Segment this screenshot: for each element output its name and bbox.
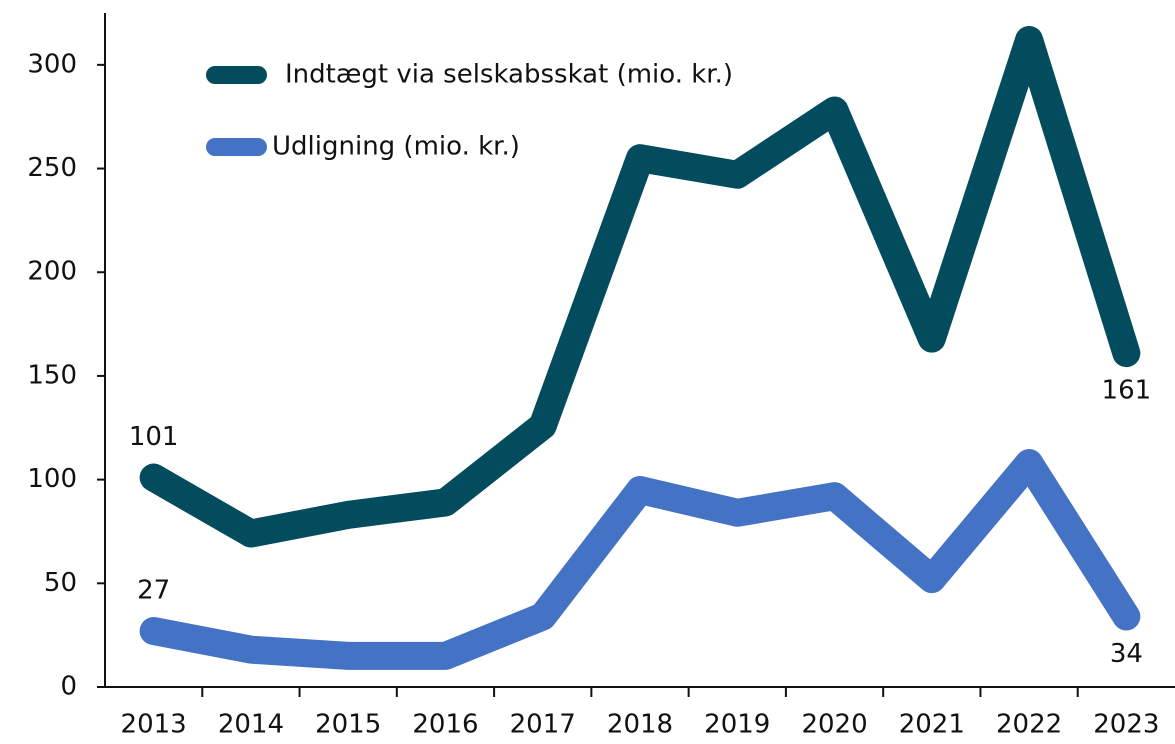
- y-tick-label: 200: [27, 257, 77, 287]
- x-tick-label: 2016: [412, 710, 478, 740]
- y-tick-label: 250: [27, 153, 77, 183]
- x-tick-label: 2020: [801, 710, 867, 740]
- x-tick-label: 2017: [510, 710, 576, 740]
- x-tick-label: 2022: [996, 710, 1062, 740]
- legend-label: Udligning (mio. kr.): [272, 132, 520, 162]
- y-tick-label: 0: [60, 672, 77, 702]
- x-tick-label: 2018: [607, 710, 673, 740]
- series-line: [139, 25, 1141, 548]
- x-tick-label: 2013: [121, 710, 187, 740]
- x-tick-label: 2021: [899, 710, 965, 740]
- y-tick-label: 300: [27, 49, 77, 79]
- x-tick-label: 2014: [218, 710, 284, 740]
- y-tick-label: 50: [44, 568, 77, 598]
- y-tick-label: 150: [27, 360, 77, 390]
- y-tick-label: 100: [27, 464, 77, 494]
- data-label: 27: [137, 576, 170, 606]
- x-tick-label: 2023: [1093, 710, 1159, 740]
- data-label: 161: [1102, 376, 1152, 406]
- x-tick-label: 2015: [315, 710, 381, 740]
- data-label: 101: [129, 422, 179, 452]
- series-line: [139, 449, 1141, 670]
- data-label: 34: [1110, 639, 1143, 669]
- x-tick-label: 2019: [704, 710, 770, 740]
- legend-label: Indtægt via selskabsskat (mio. kr.): [285, 60, 733, 90]
